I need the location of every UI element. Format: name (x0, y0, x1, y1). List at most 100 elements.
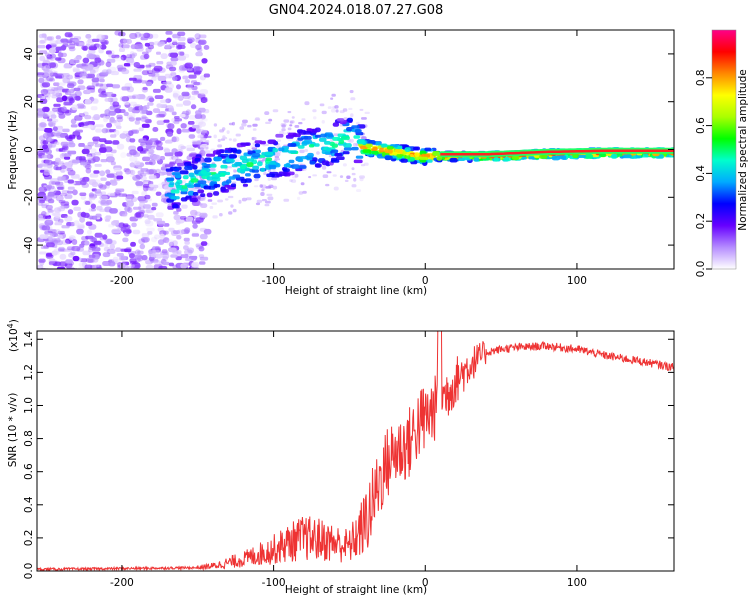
heatmap-cell (148, 41, 155, 46)
heatmap-cell (71, 246, 81, 252)
heatmap-cell (331, 108, 336, 113)
heatmap-cell (54, 141, 60, 145)
heatmap-cell (37, 201, 43, 206)
heatmap-cell (300, 182, 305, 186)
heatmap-cell (267, 177, 271, 181)
heatmap-cell (359, 108, 364, 111)
heatmap-cell (353, 177, 357, 182)
heatmap-cell (158, 111, 167, 117)
heatmap-cell (40, 89, 48, 95)
heatmap-cell (116, 116, 124, 123)
heatmap-cell (312, 109, 317, 113)
heatmap-cell (182, 75, 189, 80)
heatmap-cell (60, 168, 66, 173)
heatmap-cell (51, 250, 58, 256)
heatmap-cell (191, 90, 199, 96)
heatmap-cell (130, 241, 136, 247)
heatmap-cell (217, 144, 223, 148)
heatmap-cell (302, 190, 307, 194)
heatmap-cell (97, 88, 106, 94)
heatmap-cell (110, 97, 118, 103)
heatmap-cell (55, 75, 63, 79)
heatmap-cell (43, 128, 53, 133)
heatmap-cell (71, 239, 78, 245)
heatmap-cell (344, 179, 349, 182)
heatmap-cell (350, 97, 356, 101)
heatmap-cell (95, 213, 102, 218)
heatmap-cell (261, 188, 265, 192)
heatmap-cell (68, 46, 76, 52)
heatmap-cell (121, 69, 130, 75)
heatmap-cell (200, 241, 208, 246)
heatmap-cell (110, 134, 117, 138)
colorbar-tick-label: 0.6 (695, 117, 707, 134)
heatmap-cell (105, 61, 112, 68)
heatmap-cell (148, 149, 155, 155)
heatmap-cell (129, 162, 136, 168)
heatmap-cell (45, 93, 51, 98)
heatmap-cell (60, 38, 68, 43)
heatmap-cell (268, 164, 277, 170)
heatmap-cell (170, 254, 178, 258)
heatmap-cell (342, 108, 348, 112)
heatmap-cell (161, 171, 167, 175)
heatmap-cell (80, 258, 88, 263)
heatmap-cell (60, 193, 68, 197)
heatmap-cell (143, 32, 151, 39)
heatmap-cell (142, 135, 150, 141)
heatmap-cell (336, 156, 345, 160)
heatmap-cell (168, 52, 174, 57)
heatmap-cell (528, 156, 536, 160)
heatmap-cell (183, 245, 189, 250)
heatmap-cell (43, 169, 51, 176)
heatmap-cell (194, 33, 201, 40)
heatmap-cell (90, 148, 97, 154)
heatmap-cell (109, 243, 115, 250)
x-tick-label: -200 (110, 275, 134, 287)
heatmap-cell (62, 77, 71, 84)
heatmap-cell (267, 169, 272, 173)
y-tick-label: 1.2 (23, 364, 35, 381)
heatmap-cell (334, 153, 343, 157)
heatmap-cell (372, 146, 378, 151)
heatmap-cell (147, 169, 156, 175)
heatmap-cell (180, 190, 188, 195)
heatmap-cell (141, 70, 149, 76)
colorbar-gradient (712, 30, 736, 269)
heatmap-cell (275, 133, 284, 138)
heatmap-cell (45, 149, 52, 155)
heatmap-cell (272, 168, 276, 173)
heatmap-cell (192, 141, 201, 145)
heatmap-cell (332, 174, 337, 177)
heatmap-cell (251, 136, 257, 141)
heatmap-cell (503, 156, 510, 161)
heatmap-cell (92, 156, 100, 162)
heatmap-cell (236, 168, 246, 173)
heatmap-cell (164, 164, 174, 168)
heatmap-cell (195, 119, 204, 125)
snr-scale-exponent: 4 (6, 323, 15, 328)
heatmap-cell (137, 250, 144, 255)
heatmap-cell (165, 31, 173, 35)
heatmap-cell (134, 254, 143, 260)
heatmap-cell (165, 168, 174, 172)
heatmap-cell (60, 201, 70, 206)
heatmap-cell (187, 247, 195, 253)
heatmap-cell (89, 69, 96, 75)
heatmap-cell (48, 86, 54, 92)
heatmap-cell (180, 254, 189, 259)
heatmap-cell (98, 48, 104, 54)
heatmap-cell (348, 107, 353, 110)
heatmap-cell (162, 253, 170, 259)
heatmap-cell (199, 129, 208, 133)
heatmap-cell (103, 246, 110, 252)
heatmap-cell (267, 139, 277, 145)
heatmap-cell (114, 30, 124, 36)
heatmap-cell (77, 42, 85, 46)
heatmap-cell (493, 157, 499, 162)
heatmap-cell (60, 205, 66, 209)
heatmap-cell (321, 120, 325, 124)
heatmap-cell (40, 139, 47, 146)
heatmap-cell (144, 194, 151, 200)
heatmap-cell (135, 78, 143, 82)
